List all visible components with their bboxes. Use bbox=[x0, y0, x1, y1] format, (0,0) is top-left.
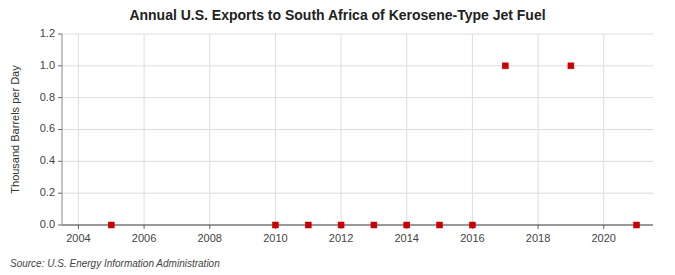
point bbox=[502, 63, 508, 69]
y-axis-label: Thousand Barrels per Day bbox=[9, 65, 21, 194]
x-grid-line bbox=[341, 34, 342, 225]
y-tick bbox=[58, 225, 62, 226]
point bbox=[371, 222, 377, 228]
y-tick-label: 0.4 bbox=[40, 154, 55, 166]
chart-svg: 0.0 0.2 0.4 0.6 0.8 1.0 1.2 2004 2006 2008 2010 201… bbox=[0, 0, 675, 275]
y-tick bbox=[58, 34, 62, 35]
y-axis-line bbox=[62, 34, 63, 225]
axes: 0.0 0.2 0.4 0.6 0.8 1.0 1.2 2004 2006 2008 2010 201… bbox=[40, 27, 653, 244]
x-tick-label: 2018 bbox=[526, 232, 550, 244]
x-tick-label: 2012 bbox=[329, 232, 353, 244]
x-tick-label: 2008 bbox=[198, 232, 222, 244]
x-tick bbox=[538, 225, 539, 229]
x-grid-line bbox=[209, 34, 210, 225]
x-grid-line bbox=[144, 34, 145, 225]
x-grid-line bbox=[406, 34, 407, 225]
background bbox=[0, 0, 675, 275]
data-points bbox=[108, 63, 639, 228]
x-grid-line bbox=[603, 34, 604, 225]
x-tick-label: 2020 bbox=[592, 232, 616, 244]
y-grid-line bbox=[62, 129, 653, 130]
x-tick-label: 2006 bbox=[132, 232, 156, 244]
y-tick bbox=[58, 129, 62, 130]
x-tick bbox=[603, 225, 604, 229]
x-tick bbox=[78, 225, 79, 229]
y-grid-line bbox=[62, 65, 653, 66]
y-grid-line bbox=[62, 34, 653, 35]
y-tick bbox=[58, 193, 62, 194]
y-tick-label: 0.6 bbox=[40, 122, 55, 134]
point bbox=[108, 222, 114, 228]
y-tick bbox=[58, 65, 62, 66]
point bbox=[437, 222, 443, 228]
source-note: Source: U.S. Energy Information Administ… bbox=[10, 258, 220, 269]
x-tick-label: 2004 bbox=[66, 232, 90, 244]
y-tick-label: 0.2 bbox=[40, 186, 55, 198]
grid bbox=[62, 34, 653, 225]
x-tick bbox=[144, 225, 145, 229]
point bbox=[404, 222, 410, 228]
x-tick-label: 2016 bbox=[460, 232, 484, 244]
y-tick-label: 1.2 bbox=[40, 27, 55, 39]
point bbox=[338, 222, 344, 228]
x-tick-label: 2014 bbox=[395, 232, 419, 244]
x-axis-line bbox=[62, 225, 653, 226]
point bbox=[305, 222, 311, 228]
y-grid-line bbox=[62, 161, 653, 162]
title: Annual U.S. Exports to South Africa of K… bbox=[129, 7, 545, 23]
y-tick-label: 1.0 bbox=[40, 59, 55, 71]
x-grid-line bbox=[275, 34, 276, 225]
chart-container: 0.0 0.2 0.4 0.6 0.8 1.0 1.2 2004 2006 2008 2010 201… bbox=[0, 0, 675, 275]
point bbox=[272, 222, 278, 228]
y-tick bbox=[58, 161, 62, 162]
y-grid-line bbox=[62, 193, 653, 194]
y-tick-label: 0.0 bbox=[40, 218, 55, 230]
point bbox=[568, 63, 574, 69]
x-tick-label: 2010 bbox=[263, 232, 287, 244]
point bbox=[469, 222, 475, 228]
point bbox=[634, 222, 640, 228]
y-tick bbox=[58, 97, 62, 98]
x-tick bbox=[209, 225, 210, 229]
x-grid-line bbox=[538, 34, 539, 225]
x-grid-line bbox=[472, 34, 473, 225]
y-tick-label: 0.8 bbox=[40, 91, 55, 103]
y-grid-line bbox=[62, 97, 653, 98]
x-grid-line bbox=[78, 34, 79, 225]
y-grid-line bbox=[62, 225, 653, 226]
